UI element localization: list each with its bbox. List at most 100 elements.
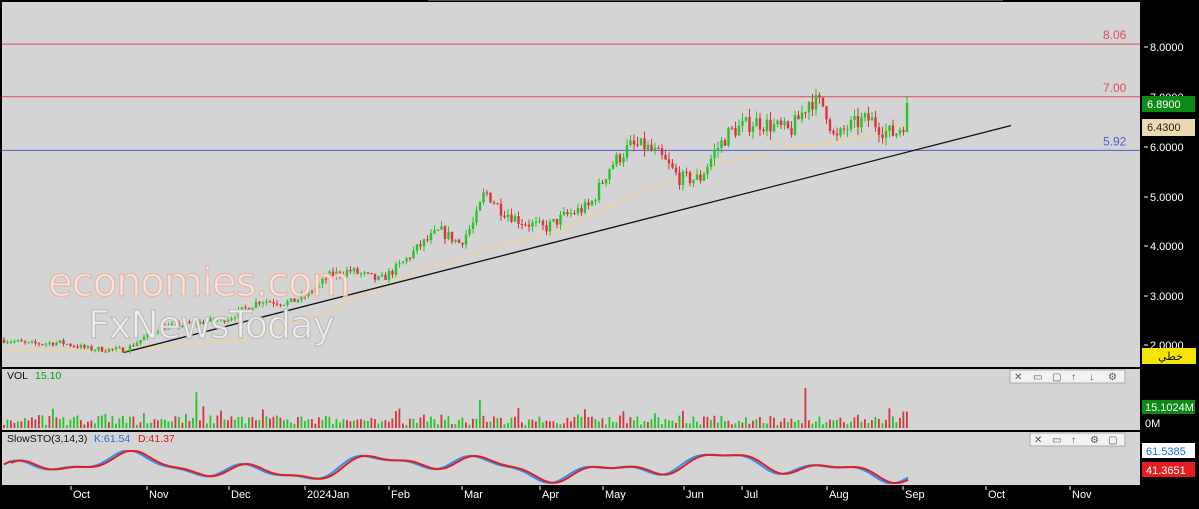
- volume-bar: [556, 423, 558, 428]
- candle-body: [538, 221, 541, 223]
- candle-body: [363, 272, 366, 274]
- volume-bar: [794, 421, 796, 428]
- stochastic-k-line: [3, 450, 909, 484]
- candle-body: [69, 343, 72, 346]
- volume-bar: [629, 417, 632, 428]
- volume-bar: [552, 421, 555, 428]
- volume-bar: [461, 417, 464, 428]
- candle-body: [583, 202, 587, 213]
- candle-body: [366, 272, 370, 274]
- maximize-icon[interactable]: ▢: [1052, 372, 1061, 383]
- candle-body: [436, 229, 440, 231]
- candle-body: [79, 345, 83, 348]
- candle-body: [440, 226, 443, 230]
- volume-bar: [580, 416, 583, 428]
- minimize-icon[interactable]: ▭: [1033, 372, 1042, 383]
- volume-bar: [213, 423, 215, 428]
- volume-bar: [860, 421, 863, 428]
- candle-body: [667, 159, 671, 164]
- candle-body: [639, 138, 643, 146]
- volume-label: VOL: [7, 370, 28, 382]
- candle-body: [146, 333, 149, 338]
- settings-icon[interactable]: ⚙: [1090, 435, 1099, 446]
- candle-body: [475, 210, 478, 223]
- candle-body: [370, 272, 373, 274]
- candle-body: [653, 148, 657, 151]
- volume-bar: [731, 424, 733, 428]
- close-icon[interactable]: ✕: [1034, 435, 1042, 446]
- volume-bar: [836, 419, 838, 428]
- volume-bar: [647, 422, 649, 428]
- line-label-text: خطي: [1158, 351, 1183, 363]
- candle-body: [499, 203, 503, 216]
- volume-bar: [465, 422, 467, 428]
- candle-body: [503, 215, 506, 218]
- candle-body: [895, 133, 898, 136]
- volume-bar: [559, 424, 562, 428]
- candle-body: [576, 208, 580, 214]
- volume-bar: [888, 408, 891, 428]
- arrow-down-icon[interactable]: ↓: [1089, 372, 1094, 383]
- candle-body: [300, 293, 303, 300]
- candle-body: [590, 201, 594, 206]
- candle-body: [195, 322, 198, 325]
- volume-bar: [724, 421, 726, 428]
- volume-bar: [454, 424, 457, 428]
- volume-bar: [370, 417, 373, 428]
- volume-bar: [895, 422, 898, 428]
- volume-bar: [507, 422, 509, 428]
- volume-bar: [230, 416, 233, 428]
- volume-bar: [622, 411, 625, 428]
- maximize-icon[interactable]: ▢: [1108, 435, 1117, 446]
- volume-bar: [360, 419, 362, 428]
- level-label: 8.06: [1103, 28, 1127, 42]
- candle-body: [72, 345, 76, 347]
- close-icon[interactable]: ✕: [1014, 372, 1022, 383]
- level-label: 7.00: [1103, 81, 1127, 95]
- arrow-up-icon[interactable]: ↑: [1071, 435, 1076, 446]
- candle-body: [289, 298, 293, 302]
- candle-body: [30, 341, 34, 343]
- candle-body: [604, 179, 608, 184]
- volume-bar: [902, 411, 905, 428]
- candle-body: [191, 322, 195, 324]
- candle-body: [786, 121, 790, 129]
- candle-body: [377, 276, 380, 280]
- candle-body: [335, 271, 338, 277]
- volume-bar: [97, 416, 100, 428]
- candle-body: [111, 348, 114, 350]
- candle-body: [807, 102, 811, 113]
- candle-body: [706, 167, 709, 175]
- volume-bar: [3, 425, 5, 428]
- minimize-icon[interactable]: ▭: [1052, 435, 1061, 446]
- volume-bar: [332, 423, 334, 428]
- volume-bar: [122, 415, 124, 428]
- candle-body: [737, 125, 741, 136]
- candle-body: [902, 130, 905, 133]
- stochastic-k-value: 61.5385: [1146, 446, 1186, 458]
- volume-bar: [696, 421, 698, 428]
- line-label-tag[interactable]: خطي: [1142, 348, 1196, 364]
- volume-bar: [206, 423, 208, 428]
- candle-body: [181, 325, 184, 327]
- arrow-up-icon[interactable]: ↑: [1071, 372, 1076, 383]
- volume-bar: [38, 415, 40, 428]
- candle-body: [153, 332, 156, 334]
- candle-body: [681, 171, 685, 186]
- candle-body: [517, 215, 520, 224]
- volume-bar: [594, 419, 597, 428]
- candle-body: [730, 127, 734, 129]
- volume-axis-max: 15.1024M: [1145, 402, 1194, 414]
- last-price-tag: 6.8900: [1142, 96, 1195, 112]
- candle-body: [188, 321, 191, 324]
- volume-bar: [13, 422, 16, 428]
- stochastic-d-line: [3, 450, 909, 484]
- candle-body: [513, 215, 517, 222]
- volume-bar: [780, 421, 782, 428]
- candle-body: [779, 120, 783, 126]
- candle-body: [853, 115, 856, 120]
- volume-bar: [90, 420, 93, 428]
- settings-icon[interactable]: ⚙: [1108, 372, 1117, 383]
- volume-bar: [48, 415, 51, 428]
